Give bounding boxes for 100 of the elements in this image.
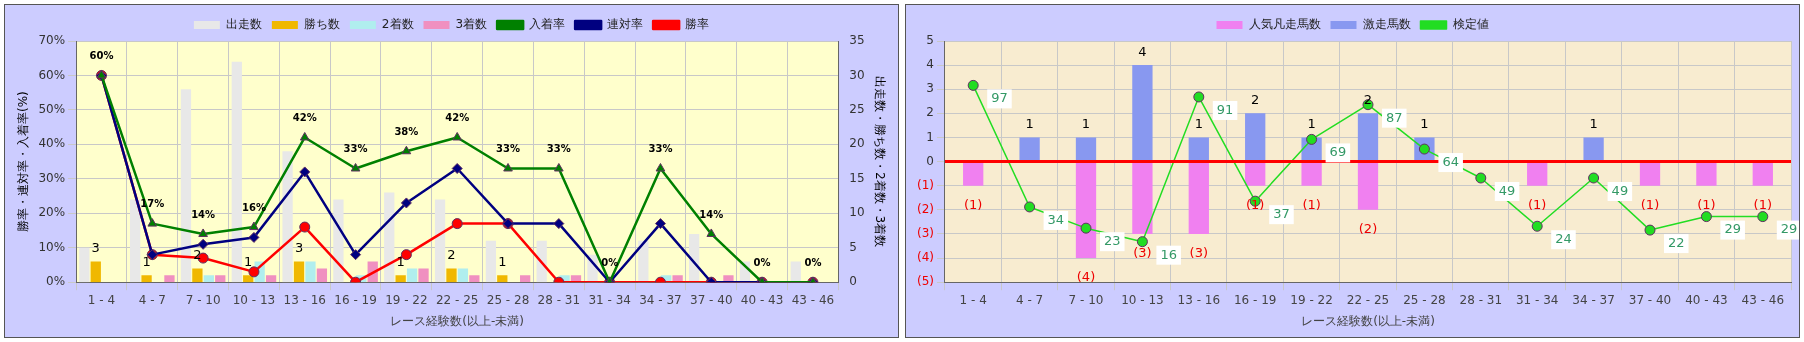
data-label: 1 <box>142 254 151 270</box>
x-axis-title: レース経験数(以上-未満) <box>390 313 525 328</box>
y2-axis-title: 出走数・勝ち数・2着数・3着数 <box>872 75 887 248</box>
y-tick-label: (1) <box>917 177 934 192</box>
x-tick-label: 22 - 25 <box>435 292 479 307</box>
data-label: 37 <box>1273 206 1290 222</box>
y-tick-label: 4 <box>926 57 934 72</box>
y-axis-title: 勝率・連対率・入着率(%) <box>16 91 31 232</box>
x-tick-label: 25 - 28 <box>486 292 530 307</box>
y-tick-label: 60% <box>38 67 66 82</box>
y-tick-label: 0 <box>926 153 934 168</box>
legend-label: 入着率 <box>529 17 566 32</box>
x-tick-label: 40 - 43 <box>740 292 784 307</box>
data-label: 29 <box>1780 221 1798 237</box>
y-tick-label: 50% <box>38 102 66 117</box>
y-tick-label: 5 <box>926 33 934 48</box>
y2-tick-label: 25 <box>849 102 865 117</box>
x-tick-label: 28 - 31 <box>1459 292 1503 307</box>
data-label: (1) <box>1527 196 1547 212</box>
data-label: 1 <box>1025 116 1034 132</box>
x-tick-label: 34 - 37 <box>639 292 682 307</box>
x-tick-label: 1 - 4 <box>959 292 987 307</box>
x-tick-label: 1 - 4 <box>87 292 116 307</box>
x-tick-label: 7 - 10 <box>1068 292 1104 307</box>
y-tick-label: 40% <box>38 136 66 151</box>
x-tick-label: 37 - 40 <box>1628 292 1672 307</box>
y2-tick-label: 10 <box>849 205 865 220</box>
data-label: 91 <box>1216 101 1234 117</box>
legend-label: 勝率 <box>685 17 710 32</box>
data-label: 1 <box>1420 116 1429 132</box>
legend-label: 2着数 <box>381 17 414 32</box>
data-label: 1 <box>1307 116 1316 132</box>
x-tick-label: 40 - 43 <box>1685 292 1728 307</box>
y2-tick-label: 15 <box>849 170 865 185</box>
y2-tick-label: 20 <box>849 136 865 151</box>
data-label: 1 <box>498 254 507 270</box>
data-label: 69 <box>1329 144 1347 160</box>
data-label: 14% <box>191 208 216 220</box>
data-label: 42% <box>292 112 317 124</box>
data-label: 34 <box>1047 211 1065 227</box>
x-tick-label: 13 - 16 <box>1177 292 1221 307</box>
data-label: 1 <box>1081 116 1091 132</box>
x-tick-label: 31 - 34 <box>1515 292 1559 307</box>
legend-label: 検定値 <box>1452 17 1489 32</box>
data-label: 60% <box>89 50 114 62</box>
data-label: 4 <box>1138 43 1147 59</box>
y-tick-label: 30% <box>38 170 66 185</box>
legend-label: 出走数 <box>225 17 262 32</box>
data-label: 33% <box>546 143 571 155</box>
y-tick-label: 70% <box>38 33 66 48</box>
data-label: (1) <box>1753 196 1773 212</box>
data-label: 87 <box>1386 109 1403 125</box>
data-label: (1) <box>1245 196 1265 212</box>
x-tick-label: 19 - 22 <box>1290 292 1333 307</box>
data-label: 1 <box>1194 116 1203 132</box>
x-tick-label: 13 - 16 <box>283 292 326 307</box>
y2-tick-label: 35 <box>849 33 865 48</box>
data-label: 24 <box>1555 231 1572 247</box>
data-label: 33% <box>648 143 673 155</box>
data-label: (3) <box>1133 244 1152 260</box>
data-label: 33% <box>343 143 368 155</box>
x-tick-label: 4 - 7 <box>1015 292 1044 307</box>
y2-tick-label: 0 <box>849 274 857 289</box>
x-tick-label: 19 - 22 <box>385 292 428 307</box>
x-tick-label: 10 - 13 <box>1121 292 1164 307</box>
x-tick-label: 7 - 10 <box>185 292 221 307</box>
x-axis-title: レース経験数(以上-未満) <box>1301 313 1435 328</box>
data-label: (1) <box>1697 196 1716 212</box>
x-tick-label: 10 - 13 <box>232 292 276 307</box>
data-label: 3 <box>91 240 100 256</box>
data-label: 97 <box>991 90 1008 106</box>
data-label: 1 <box>396 254 405 270</box>
data-label: 2 <box>1251 92 1260 108</box>
x-tick-label: 22 - 25 <box>1346 292 1390 307</box>
data-label: 16 <box>1160 246 1177 262</box>
y-tick-label: 2 <box>926 105 934 120</box>
data-label: (1) <box>1640 196 1660 212</box>
x-tick-label: 25 - 28 <box>1403 292 1446 307</box>
data-label: 0% <box>753 256 771 268</box>
data-label: 3 <box>294 240 304 256</box>
data-label: 33% <box>496 143 520 155</box>
y2-tick-label: 30 <box>849 67 865 82</box>
y-tick-label: 0% <box>46 274 66 289</box>
x-tick-label: 43 - 46 <box>791 292 835 307</box>
data-label: 0% <box>601 256 619 268</box>
y-tick-label: (3) <box>917 226 934 241</box>
data-label: (4) <box>1076 268 1096 284</box>
x-tick-label: 34 - 37 <box>1572 292 1615 307</box>
data-label: 38% <box>394 125 419 137</box>
data-label: (3) <box>1189 244 1209 260</box>
data-label: (2) <box>1358 220 1378 236</box>
legend-label: 激走馬数 <box>1362 17 1411 32</box>
data-label: 49 <box>1498 182 1516 198</box>
x-tick-label: 37 - 40 <box>690 292 733 307</box>
x-tick-label: 31 - 34 <box>588 292 631 307</box>
data-label: 42% <box>445 112 470 124</box>
data-label: (1) <box>963 196 983 212</box>
x-tick-label: 16 - 19 <box>1233 292 1277 307</box>
y-tick-label: (5) <box>917 274 934 289</box>
x-tick-label: 43 - 46 <box>1741 292 1785 307</box>
